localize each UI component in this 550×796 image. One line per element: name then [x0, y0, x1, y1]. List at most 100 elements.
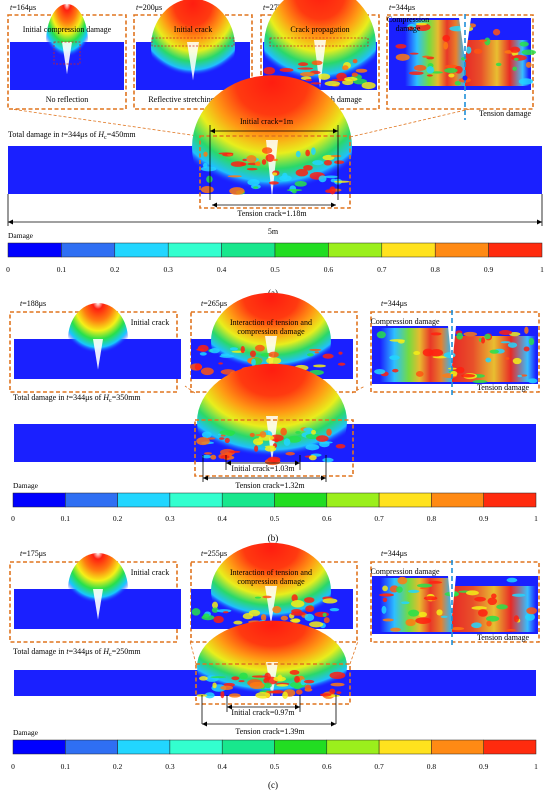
initial-crack-dimension-head-left — [226, 460, 231, 466]
damage-fleck — [210, 676, 226, 679]
damage-fleck — [361, 82, 376, 90]
damage-fleck — [428, 581, 443, 584]
damage-fleck — [303, 679, 315, 684]
damage-fleck — [489, 349, 499, 354]
damage-fleck — [344, 76, 358, 82]
snapshot-top-label: Initial crack — [174, 25, 212, 34]
damage-fleck — [322, 612, 327, 617]
damage-fleck — [202, 613, 210, 619]
damage-fleck — [471, 606, 487, 610]
colorbar-segment — [61, 242, 116, 258]
damage-fleck — [280, 615, 289, 621]
colorbar-tick-label: 0.2 — [110, 265, 120, 274]
colorbar-segment — [221, 492, 275, 508]
snapshot-time-label: t=255μs — [201, 549, 227, 558]
damage-fleck — [521, 49, 537, 56]
damage-fleck — [249, 432, 255, 438]
damage-fleck — [484, 333, 491, 340]
damage-fleck — [308, 621, 324, 628]
damage-fleck — [376, 331, 386, 339]
snapshot-top-label: Interaction of tension and — [230, 318, 312, 327]
damage-fleck — [254, 161, 260, 166]
damage-fleck — [194, 363, 202, 371]
damage-fleck — [255, 691, 271, 699]
damage-fleck — [506, 577, 518, 583]
colorbar-tick-label: 0.6 — [322, 514, 332, 523]
tension-crack-dimension-head-right — [321, 475, 326, 481]
colorbar-segment — [328, 242, 383, 258]
damage-fleck — [430, 332, 442, 336]
damage-fleck — [310, 82, 322, 85]
damage-fleck — [213, 615, 224, 624]
damage-fleck — [390, 627, 401, 632]
damage-fleck — [526, 607, 537, 615]
colorbar-tick-label: 0.5 — [270, 762, 280, 771]
damage-fleck — [285, 451, 295, 456]
damage-fleck — [329, 608, 340, 612]
damage-fleck — [408, 589, 420, 593]
damage-fleck — [287, 435, 302, 443]
damage-fleck — [294, 180, 307, 187]
damage-fleck — [267, 456, 281, 463]
damage-fleck — [448, 73, 455, 78]
damage-fleck — [324, 81, 341, 87]
damage-fleck — [206, 437, 216, 440]
damage-fleck — [268, 181, 279, 185]
colorbar-tick-label: 1 — [534, 762, 538, 771]
damage-fleck — [415, 617, 432, 625]
damage-fleck — [426, 74, 433, 77]
damage-fleck — [507, 342, 518, 348]
damage-fleck — [436, 609, 443, 616]
damage-fleck — [518, 78, 534, 85]
damage-fleck — [456, 332, 464, 340]
damage-fleck — [229, 347, 239, 351]
damage-fleck — [264, 445, 276, 448]
damage-fleck — [465, 46, 472, 54]
initial-crack-dimension-head-right — [333, 128, 338, 134]
damage-fleck — [429, 349, 444, 357]
damage-fleck — [329, 671, 346, 679]
colorbar-tick-label: 0.1 — [61, 514, 71, 523]
colorbar-tick-label: 0.2 — [113, 514, 123, 523]
damage-fleck — [272, 158, 278, 162]
snapshot-frame — [386, 14, 534, 110]
colorbar-title: Damage — [8, 231, 34, 240]
damage-fleck — [511, 593, 526, 597]
damage-fleck — [239, 672, 248, 680]
damage-fleck — [291, 594, 298, 602]
damage-fleck — [513, 615, 519, 623]
initial-crack-dimension-head-right — [295, 704, 300, 710]
snapshot-frame — [370, 311, 540, 393]
damage-fleck — [318, 73, 331, 80]
damage-fleck — [477, 609, 488, 617]
damage-fleck — [396, 586, 403, 593]
colorbar-segment — [65, 739, 118, 755]
damage-fleck — [374, 369, 386, 375]
damage-fleck — [231, 676, 240, 681]
damage-fleck — [290, 618, 300, 623]
damage-fleck — [247, 179, 260, 186]
damage-fleck — [295, 169, 309, 177]
damage-fleck — [487, 597, 498, 606]
colorbar-tick-label: 0.9 — [479, 514, 489, 523]
damage-fleck — [266, 357, 282, 365]
damage-fleck — [203, 151, 208, 157]
damage-fleck — [295, 431, 301, 434]
marker-dot — [462, 75, 468, 81]
damage-fleck — [240, 345, 245, 354]
damage-fleck — [342, 65, 349, 71]
damage-fleck — [204, 692, 215, 699]
colorbar-tick-label: 1 — [540, 265, 544, 274]
damage-fleck — [298, 62, 309, 67]
damage-fleck — [303, 597, 315, 603]
damage-fleck — [254, 596, 262, 599]
damage-fleck — [322, 598, 338, 604]
damage-fleck — [295, 150, 301, 158]
tension-crack-label: Tension crack=1.32m — [235, 481, 305, 490]
damage-fleck — [401, 601, 410, 605]
damage-fleck — [295, 689, 303, 695]
damage-fleck — [416, 583, 433, 588]
damage-fleck — [304, 684, 312, 691]
damage-zone-crack — [93, 339, 103, 370]
